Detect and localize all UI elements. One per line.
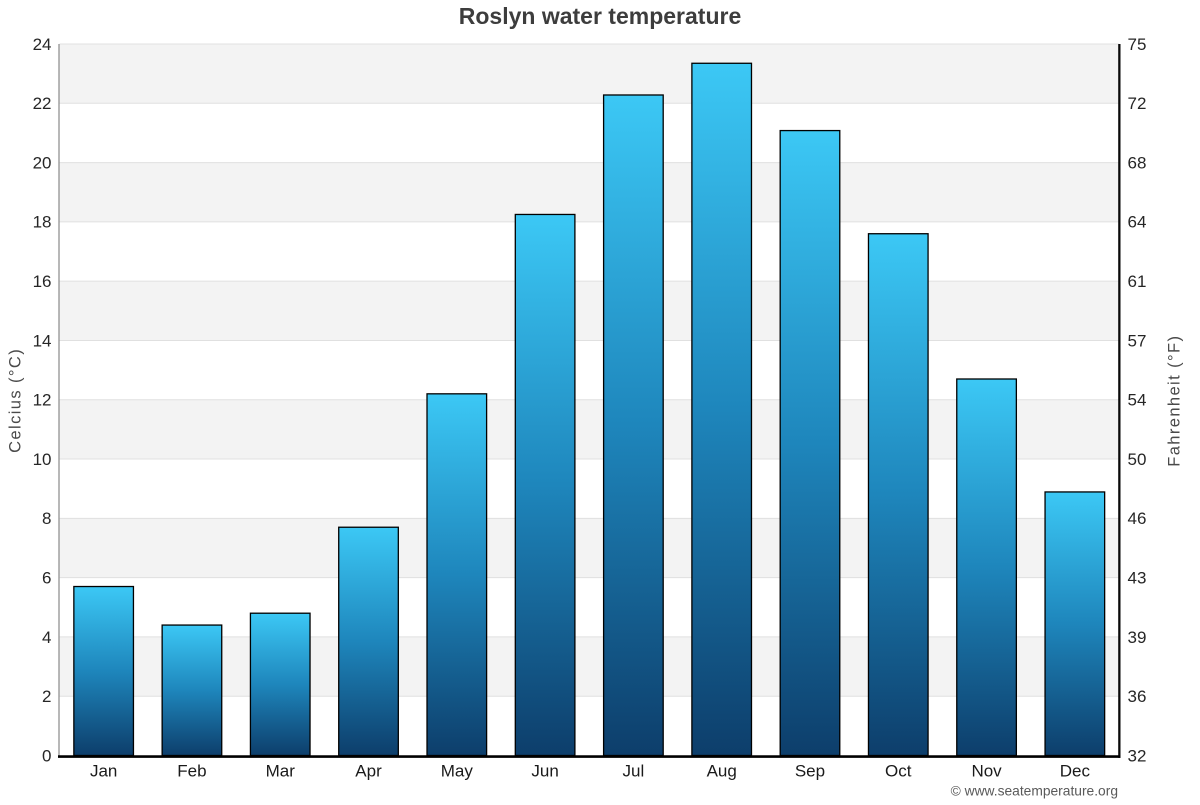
svg-text:68: 68 xyxy=(1128,153,1147,172)
svg-text:Aug: Aug xyxy=(707,762,737,781)
svg-text:Dec: Dec xyxy=(1060,762,1091,781)
svg-text:6: 6 xyxy=(42,568,51,587)
svg-text:4: 4 xyxy=(42,628,51,647)
svg-text:16: 16 xyxy=(33,272,52,291)
svg-text:39: 39 xyxy=(1128,628,1147,647)
svg-text:Feb: Feb xyxy=(177,762,206,781)
svg-text:8: 8 xyxy=(42,509,51,528)
svg-text:Sep: Sep xyxy=(795,762,825,781)
svg-text:50: 50 xyxy=(1128,450,1147,469)
svg-text:Jun: Jun xyxy=(531,762,558,781)
svg-text:12: 12 xyxy=(33,391,52,410)
svg-text:Nov: Nov xyxy=(971,762,1002,781)
svg-text:Apr: Apr xyxy=(355,762,382,781)
svg-text:24: 24 xyxy=(33,35,52,54)
svg-text:36: 36 xyxy=(1128,687,1147,706)
svg-text:10: 10 xyxy=(33,450,52,469)
svg-text:75: 75 xyxy=(1128,35,1147,54)
svg-text:32: 32 xyxy=(1128,746,1147,765)
svg-text:May: May xyxy=(441,762,474,781)
svg-text:Fahrenheit (°F): Fahrenheit (°F) xyxy=(1165,335,1183,467)
svg-text:46: 46 xyxy=(1128,509,1147,528)
svg-text:14: 14 xyxy=(33,331,52,350)
svg-text:© www.seatemperature.org: © www.seatemperature.org xyxy=(951,784,1118,799)
svg-text:43: 43 xyxy=(1128,568,1147,587)
svg-text:72: 72 xyxy=(1128,94,1147,113)
svg-text:20: 20 xyxy=(33,153,52,172)
svg-text:18: 18 xyxy=(33,213,52,232)
svg-text:22: 22 xyxy=(33,94,52,113)
svg-text:Mar: Mar xyxy=(266,762,296,781)
svg-text:64: 64 xyxy=(1128,213,1147,232)
svg-text:Roslyn water temperature: Roslyn water temperature xyxy=(459,3,741,29)
svg-text:0: 0 xyxy=(42,746,51,765)
svg-text:Celcius (°C): Celcius (°C) xyxy=(6,348,24,453)
svg-text:54: 54 xyxy=(1128,391,1147,410)
svg-text:2: 2 xyxy=(42,687,51,706)
svg-text:Jul: Jul xyxy=(623,762,645,781)
svg-text:61: 61 xyxy=(1128,272,1147,291)
svg-text:57: 57 xyxy=(1128,331,1147,350)
svg-text:Jan: Jan xyxy=(90,762,117,781)
svg-text:Oct: Oct xyxy=(885,762,912,781)
